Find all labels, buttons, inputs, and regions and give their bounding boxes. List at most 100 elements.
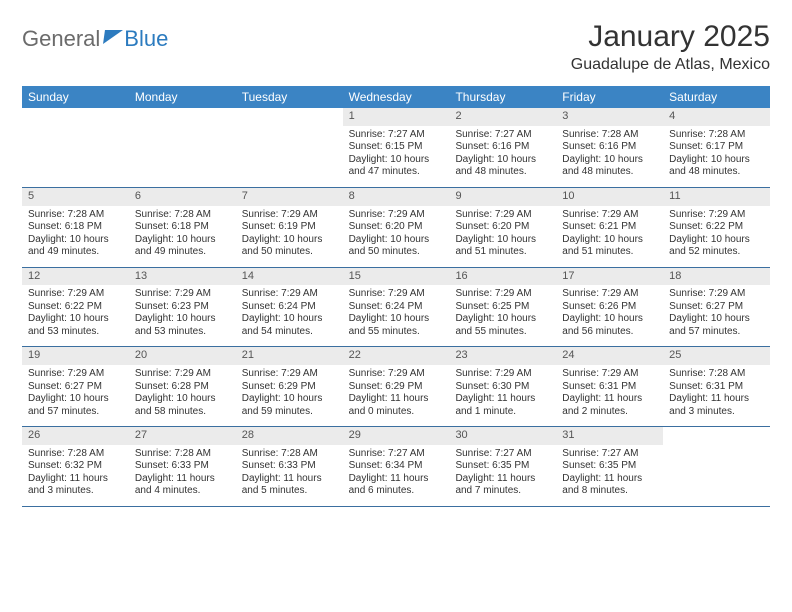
daylight-line: Daylight: 10 hours and 57 minutes. bbox=[28, 393, 123, 418]
day-body: Sunrise: 7:28 AMSunset: 6:18 PMDaylight:… bbox=[22, 206, 129, 267]
day-number: 27 bbox=[129, 427, 236, 445]
logo-word-1: General bbox=[22, 26, 100, 52]
sunset-line: Sunset: 6:16 PM bbox=[562, 141, 657, 154]
day-body: Sunrise: 7:29 AMSunset: 6:31 PMDaylight:… bbox=[556, 365, 663, 426]
day-cell: 9Sunrise: 7:29 AMSunset: 6:20 PMDaylight… bbox=[449, 188, 556, 267]
daylight-line: Daylight: 10 hours and 54 minutes. bbox=[242, 313, 337, 338]
day-number bbox=[129, 108, 236, 124]
day-body: Sunrise: 7:29 AMSunset: 6:22 PMDaylight:… bbox=[663, 206, 770, 267]
sunrise-line: Sunrise: 7:27 AM bbox=[455, 129, 550, 142]
day-body: Sunrise: 7:27 AMSunset: 6:34 PMDaylight:… bbox=[343, 445, 450, 506]
day-cell: 6Sunrise: 7:28 AMSunset: 6:18 PMDaylight… bbox=[129, 188, 236, 267]
day-body: Sunrise: 7:27 AMSunset: 6:35 PMDaylight:… bbox=[556, 445, 663, 506]
day-number: 11 bbox=[663, 188, 770, 206]
sunset-line: Sunset: 6:29 PM bbox=[349, 381, 444, 394]
day-number: 15 bbox=[343, 268, 450, 286]
logo-triangle-icon bbox=[103, 30, 123, 44]
day-cell: 4Sunrise: 7:28 AMSunset: 6:17 PMDaylight… bbox=[663, 108, 770, 187]
sunrise-line: Sunrise: 7:29 AM bbox=[669, 209, 764, 222]
day-number: 6 bbox=[129, 188, 236, 206]
sunrise-line: Sunrise: 7:29 AM bbox=[349, 368, 444, 381]
day-body: Sunrise: 7:29 AMSunset: 6:26 PMDaylight:… bbox=[556, 285, 663, 346]
day-number: 8 bbox=[343, 188, 450, 206]
day-number: 25 bbox=[663, 347, 770, 365]
daylight-line: Daylight: 10 hours and 55 minutes. bbox=[455, 313, 550, 338]
day-cell: 25Sunrise: 7:28 AMSunset: 6:31 PMDayligh… bbox=[663, 347, 770, 426]
sunset-line: Sunset: 6:22 PM bbox=[669, 221, 764, 234]
sunset-line: Sunset: 6:31 PM bbox=[669, 381, 764, 394]
sunset-line: Sunset: 6:32 PM bbox=[28, 460, 123, 473]
day-cell: 8Sunrise: 7:29 AMSunset: 6:20 PMDaylight… bbox=[343, 188, 450, 267]
day-cell: 23Sunrise: 7:29 AMSunset: 6:30 PMDayligh… bbox=[449, 347, 556, 426]
day-cell bbox=[236, 108, 343, 187]
day-number: 21 bbox=[236, 347, 343, 365]
sunrise-line: Sunrise: 7:29 AM bbox=[135, 368, 230, 381]
day-body: Sunrise: 7:29 AMSunset: 6:24 PMDaylight:… bbox=[343, 285, 450, 346]
daylight-line: Daylight: 11 hours and 5 minutes. bbox=[242, 473, 337, 498]
day-body: Sunrise: 7:28 AMSunset: 6:31 PMDaylight:… bbox=[663, 365, 770, 426]
day-body: Sunrise: 7:28 AMSunset: 6:33 PMDaylight:… bbox=[129, 445, 236, 506]
day-body: Sunrise: 7:29 AMSunset: 6:29 PMDaylight:… bbox=[343, 365, 450, 426]
sunset-line: Sunset: 6:24 PM bbox=[349, 301, 444, 314]
daylight-line: Daylight: 10 hours and 49 minutes. bbox=[135, 234, 230, 259]
day-body: Sunrise: 7:29 AMSunset: 6:20 PMDaylight:… bbox=[449, 206, 556, 267]
day-cell bbox=[129, 108, 236, 187]
day-body: Sunrise: 7:29 AMSunset: 6:19 PMDaylight:… bbox=[236, 206, 343, 267]
daylight-line: Daylight: 11 hours and 3 minutes. bbox=[28, 473, 123, 498]
day-body: Sunrise: 7:28 AMSunset: 6:18 PMDaylight:… bbox=[129, 206, 236, 267]
sunset-line: Sunset: 6:35 PM bbox=[455, 460, 550, 473]
day-number: 7 bbox=[236, 188, 343, 206]
daylight-line: Daylight: 10 hours and 56 minutes. bbox=[562, 313, 657, 338]
daylight-line: Daylight: 11 hours and 1 minute. bbox=[455, 393, 550, 418]
sunrise-line: Sunrise: 7:29 AM bbox=[349, 288, 444, 301]
sunset-line: Sunset: 6:33 PM bbox=[242, 460, 337, 473]
daylight-line: Daylight: 10 hours and 48 minutes. bbox=[455, 154, 550, 179]
sunrise-line: Sunrise: 7:29 AM bbox=[28, 288, 123, 301]
sunset-line: Sunset: 6:35 PM bbox=[562, 460, 657, 473]
sunrise-line: Sunrise: 7:28 AM bbox=[562, 129, 657, 142]
sunrise-line: Sunrise: 7:27 AM bbox=[349, 448, 444, 461]
day-header: Friday bbox=[556, 86, 663, 108]
daylight-line: Daylight: 11 hours and 3 minutes. bbox=[669, 393, 764, 418]
day-number: 5 bbox=[22, 188, 129, 206]
day-number: 20 bbox=[129, 347, 236, 365]
sunset-line: Sunset: 6:18 PM bbox=[28, 221, 123, 234]
daylight-line: Daylight: 11 hours and 4 minutes. bbox=[135, 473, 230, 498]
sunrise-line: Sunrise: 7:29 AM bbox=[455, 209, 550, 222]
day-number: 24 bbox=[556, 347, 663, 365]
day-number: 1 bbox=[343, 108, 450, 126]
daylight-line: Daylight: 10 hours and 55 minutes. bbox=[349, 313, 444, 338]
day-number: 9 bbox=[449, 188, 556, 206]
day-cell: 28Sunrise: 7:28 AMSunset: 6:33 PMDayligh… bbox=[236, 427, 343, 506]
day-cell: 10Sunrise: 7:29 AMSunset: 6:21 PMDayligh… bbox=[556, 188, 663, 267]
week-row: 1Sunrise: 7:27 AMSunset: 6:15 PMDaylight… bbox=[22, 108, 770, 188]
daylight-line: Daylight: 10 hours and 50 minutes. bbox=[242, 234, 337, 259]
daylight-line: Daylight: 10 hours and 59 minutes. bbox=[242, 393, 337, 418]
daylight-line: Daylight: 10 hours and 47 minutes. bbox=[349, 154, 444, 179]
sunrise-line: Sunrise: 7:28 AM bbox=[135, 448, 230, 461]
day-body: Sunrise: 7:28 AMSunset: 6:17 PMDaylight:… bbox=[663, 126, 770, 187]
sunset-line: Sunset: 6:27 PM bbox=[28, 381, 123, 394]
day-cell: 16Sunrise: 7:29 AMSunset: 6:25 PMDayligh… bbox=[449, 268, 556, 347]
daylight-line: Daylight: 11 hours and 2 minutes. bbox=[562, 393, 657, 418]
daylight-line: Daylight: 10 hours and 53 minutes. bbox=[28, 313, 123, 338]
sunrise-line: Sunrise: 7:29 AM bbox=[242, 209, 337, 222]
day-body bbox=[129, 124, 236, 180]
day-cell: 3Sunrise: 7:28 AMSunset: 6:16 PMDaylight… bbox=[556, 108, 663, 187]
sunset-line: Sunset: 6:18 PM bbox=[135, 221, 230, 234]
sunset-line: Sunset: 6:28 PM bbox=[135, 381, 230, 394]
day-number: 29 bbox=[343, 427, 450, 445]
sunset-line: Sunset: 6:21 PM bbox=[562, 221, 657, 234]
day-cell: 12Sunrise: 7:29 AMSunset: 6:22 PMDayligh… bbox=[22, 268, 129, 347]
day-body: Sunrise: 7:29 AMSunset: 6:22 PMDaylight:… bbox=[22, 285, 129, 346]
day-number: 22 bbox=[343, 347, 450, 365]
sunset-line: Sunset: 6:22 PM bbox=[28, 301, 123, 314]
sunset-line: Sunset: 6:15 PM bbox=[349, 141, 444, 154]
day-number: 13 bbox=[129, 268, 236, 286]
daylight-line: Daylight: 11 hours and 6 minutes. bbox=[349, 473, 444, 498]
day-number bbox=[22, 108, 129, 124]
day-body: Sunrise: 7:27 AMSunset: 6:35 PMDaylight:… bbox=[449, 445, 556, 506]
sunrise-line: Sunrise: 7:28 AM bbox=[135, 209, 230, 222]
weeks-container: 1Sunrise: 7:27 AMSunset: 6:15 PMDaylight… bbox=[22, 108, 770, 507]
day-cell: 18Sunrise: 7:29 AMSunset: 6:27 PMDayligh… bbox=[663, 268, 770, 347]
